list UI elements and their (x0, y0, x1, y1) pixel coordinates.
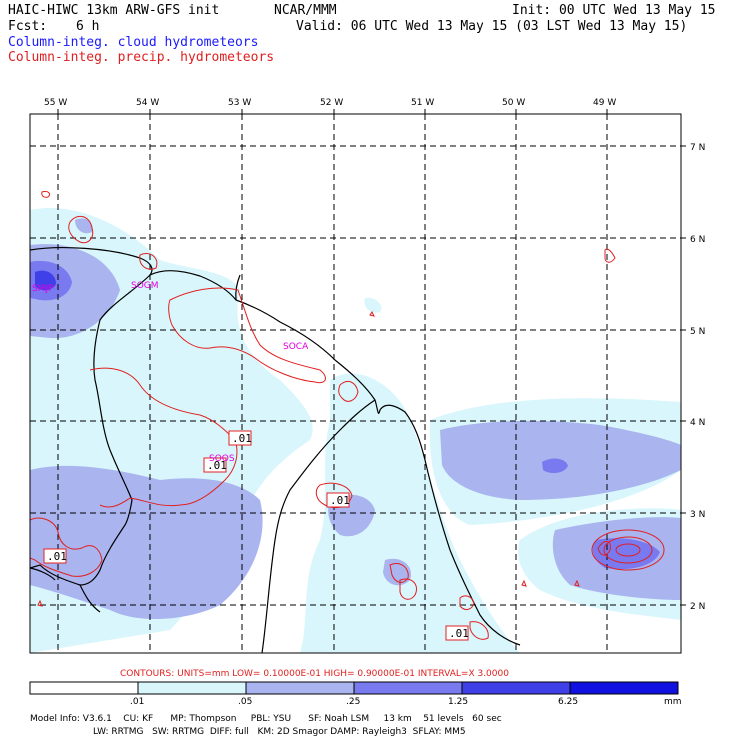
cloud-shade-darker (35, 270, 56, 291)
lat-label: 3 N (690, 510, 705, 520)
field-precip-label: Column-integ. precip. hydrometeors (8, 50, 275, 65)
contour-label: .01 (449, 627, 469, 640)
lat-label: 5 N (690, 327, 705, 337)
colorbar-units: mm (664, 697, 682, 707)
colorbar-label: .01 (130, 697, 144, 707)
map-frame (29, 113, 682, 654)
station-label: SOOS (209, 454, 235, 464)
coastline (30, 247, 521, 653)
model-info-line2: LW: RRTMG SW: RRTMG DIFF: full KM: 2D Sm… (30, 727, 466, 737)
contour-label: .01 (232, 432, 252, 445)
org-label: NCAR/MMM (274, 3, 337, 18)
model-info-line1: Model Info: V3.6.1 CU: KF MP: Thompson P… (30, 714, 502, 724)
contour-label: .01 (47, 550, 67, 563)
contour-info: CONTOURS: UNITS=mm LOW= 0.10000E-01 HIGH… (120, 669, 509, 679)
init-time: Init: 00 UTC Wed 13 May 15 (512, 3, 716, 18)
axis-ticks (57, 109, 686, 606)
field-cloud-label: Column-integ. cloud hydrometeors (8, 35, 259, 50)
colorbar (29, 681, 679, 695)
lon-label: 55 W (44, 98, 67, 108)
colorbar-label: 6.25 (558, 697, 578, 707)
lon-label: 51 W (411, 98, 434, 108)
lat-label: 2 N (690, 602, 705, 612)
colorbar-label: 1.25 (448, 697, 468, 707)
forecast-hours: 6 h (76, 19, 100, 34)
lat-label: 6 N (690, 235, 705, 245)
station-label: SOCA (283, 342, 309, 352)
station-label: SOGM (131, 281, 159, 291)
valid-time: Valid: 06 UTC Wed 13 May 15 (03 LST Wed … (296, 19, 688, 34)
lon-label: 52 W (320, 98, 343, 108)
lon-label: 54 W (136, 98, 159, 108)
lon-label: 49 W (593, 98, 616, 108)
lat-label: 4 N (690, 418, 705, 428)
colorbar-label: .25 (346, 697, 360, 707)
lat-lon-grid (30, 114, 681, 653)
lon-label: 53 W (228, 98, 251, 108)
precip-contours (30, 191, 665, 640)
contour-label: .01 (207, 459, 227, 472)
contour-label: .01 (330, 494, 350, 507)
lon-label: 50 W (502, 98, 525, 108)
colorbar-label: .05 (238, 697, 252, 707)
station-label: SMJP (32, 284, 54, 294)
model-title: HAIC-HIWC 13km ARW-GFS init (8, 3, 220, 18)
lat-label: 7 N (690, 143, 705, 153)
contour-label-boxes (43, 430, 469, 641)
forecast-label: Fcst: (8, 19, 48, 34)
